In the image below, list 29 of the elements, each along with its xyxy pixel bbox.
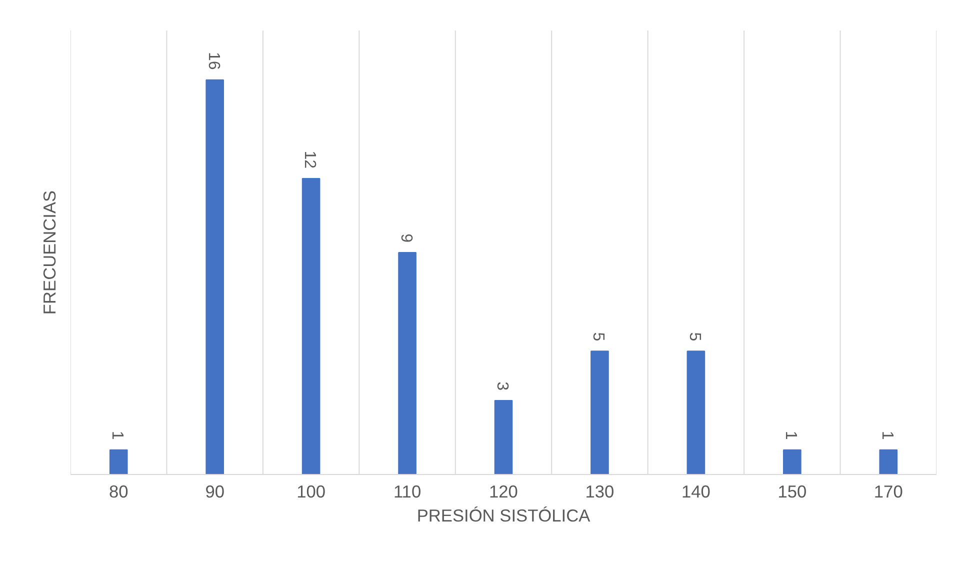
x-tick-label: 170 <box>874 482 903 502</box>
data-label: 1 <box>108 430 126 440</box>
bar <box>398 252 416 474</box>
data-label: 3 <box>494 382 510 391</box>
bar <box>302 178 320 474</box>
data-label: 5 <box>686 332 703 342</box>
data-label: 16 <box>204 52 222 70</box>
x-tick-label: 130 <box>585 482 614 502</box>
x-tick-label: 140 <box>681 482 710 502</box>
x-tick-label: 120 <box>489 482 518 502</box>
data-label: 1 <box>782 430 800 440</box>
x-tick-label: 150 <box>778 482 807 502</box>
data-label: 5 <box>590 332 607 342</box>
x-tick-label: 80 <box>108 482 128 502</box>
bar <box>109 449 128 474</box>
data-label: 12 <box>301 150 318 169</box>
bar <box>494 400 513 474</box>
bar <box>590 350 609 474</box>
bar <box>783 449 802 474</box>
x-tick-label: 110 <box>393 482 422 502</box>
data-label: 1 <box>878 430 896 440</box>
data-label: 9 <box>397 234 414 243</box>
bar <box>879 449 898 474</box>
bar <box>686 350 706 474</box>
x-axis-title: PRESIÓN SISTÓLICA <box>416 506 591 526</box>
bar <box>206 79 224 474</box>
x-tick-label: 90 <box>205 482 224 502</box>
y-axis-title: FRECUENCIAS <box>40 190 60 315</box>
x-tick-label: 100 <box>296 482 326 502</box>
